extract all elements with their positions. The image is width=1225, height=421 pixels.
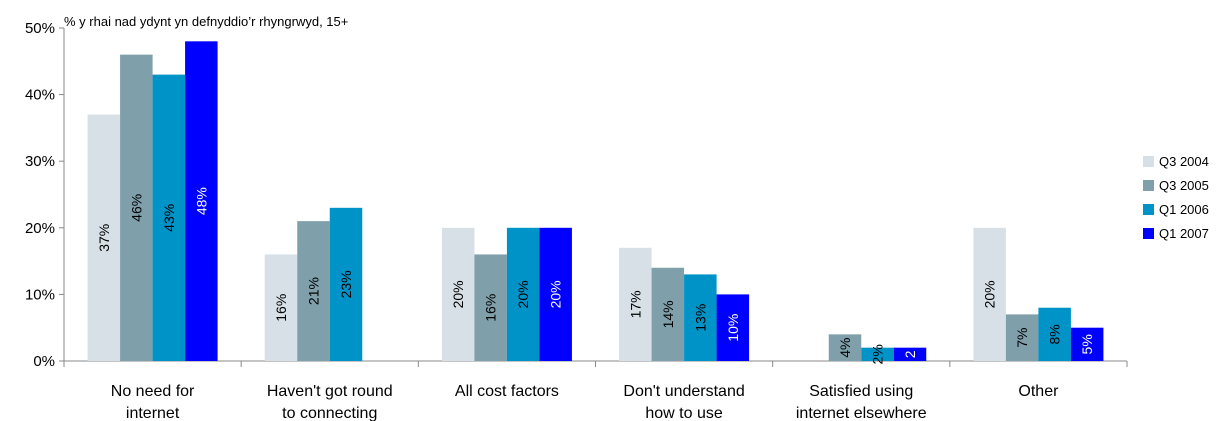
category-label: Satisfied using internet elsewhere [796,383,927,421]
data-label: 20% [515,280,531,308]
bar [539,227,572,361]
category-label: Don't understand how to use [623,383,744,421]
bar [619,247,652,361]
chart-axes: 0% 10% 20% 30% 40% 50% [25,20,1128,370]
legend-label: Q3 2005 [1159,178,1209,193]
data-label: 37% [96,224,112,252]
data-label: 2% [870,344,886,364]
bar [1038,307,1071,361]
data-label: 21% [306,277,322,305]
data-label: 14% [660,300,676,328]
bar [1070,327,1104,361]
data-label: 5% [1079,334,1095,354]
data-label: 20% [548,280,564,308]
data-label: 4% [837,338,853,358]
y-tick-label: 30% [25,153,55,170]
bar [716,294,750,361]
data-label: 16% [273,294,289,322]
data-label: 16% [483,294,499,322]
bar [87,114,121,361]
bar [152,74,186,362]
bar [506,227,540,361]
bar [441,227,475,361]
legend-label: Q3 2004 [1159,154,1209,169]
legend-label: Q1 2007 [1159,226,1209,241]
bar [973,227,1006,361]
bar [651,267,685,361]
y-tick-label: 50% [25,20,55,37]
bar [684,274,717,361]
legend-label: Q1 2006 [1159,202,1209,217]
chart-bars [87,41,1104,362]
bar [474,254,507,361]
data-label: 20% [982,280,998,308]
chart-data-labels: 37% 46% 43% 48% 16% 21% 23% 20% 16% 20% 20% 17% 14% 1… [96,187,1095,364]
bar [297,221,330,361]
data-label: 46% [128,194,144,222]
data-label: 17% [627,290,643,318]
bar [264,254,298,361]
legend-swatch [1143,228,1154,239]
data-label: 48% [193,187,209,215]
bar [828,334,862,361]
y-tick-label: 20% [25,220,55,237]
data-label: 10% [725,314,741,342]
category-label: Other [1018,383,1059,400]
data-label: 23% [338,270,354,298]
data-label: 7% [1014,328,1030,348]
category-label: Haven't got round to connecting [267,383,393,421]
bar [329,207,363,361]
bar [861,347,894,361]
data-label: 13% [692,304,708,332]
bar [185,41,218,361]
chart-legend: Q3 2004 Q3 2005 Q1 2006 Q1 2007 [1143,154,1209,241]
legend-swatch [1143,204,1154,215]
chart-subtitle: % y rhai nad ydynt yn defnyddio’r rhyngr… [64,14,348,29]
bar [893,347,927,361]
category-label: No need for internet [111,383,195,421]
legend-swatch [1143,156,1154,167]
data-label: 20% [450,280,466,308]
bar [120,54,153,361]
chart-category-labels: No need for internet Haven't got round to c… [111,383,1059,421]
y-tick-label: 40% [25,87,55,104]
legend-swatch [1143,180,1154,191]
data-label: 43% [161,204,177,232]
data-label: 8% [1047,324,1063,344]
y-tick-label: 10% [25,286,55,303]
data-label: 2 [902,350,918,358]
bar [1005,314,1039,361]
category-label: All cost factors [455,383,559,400]
y-tick-label: 0% [33,353,55,370]
